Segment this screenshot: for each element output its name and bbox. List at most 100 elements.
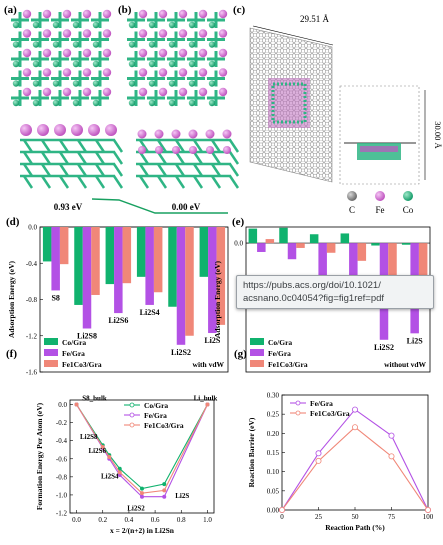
y-tick-label: -0.4 [26,260,38,268]
y-tick-label: -0.6 [56,455,68,463]
legend-label: Fe1Co3/Gra [310,409,350,418]
bar [122,227,132,284]
co-atom [12,99,20,107]
data-point [388,453,395,460]
category-label: Li2S4 [140,308,160,317]
data-point [162,494,167,499]
bar [349,243,358,280]
x-tick-label: 25 [315,513,323,521]
y-tick-label: -0.8 [56,473,68,481]
bar [401,243,411,245]
fe-atom [198,68,208,77]
legend-marker [129,412,135,418]
fe-atom [223,146,231,154]
structure-a-side-view [20,124,124,189]
width-arrow [252,25,334,46]
bar [208,227,217,334]
legend-label: Fe/Gra [310,399,333,408]
x-tick-label: 1.0 [203,516,212,524]
y-tick-label: 0.15 [267,449,280,457]
fe-atom [188,129,198,139]
co-bond [22,151,34,165]
y-axis-label: Reaction Barrier (eV) [247,417,256,487]
fe-atom-legend [375,191,385,201]
data-point [205,402,210,407]
y-tick-label: -0.2 [56,419,68,427]
fe-atom [138,68,148,77]
y-tick-label: -0.4 [56,437,68,445]
co-bond [58,151,70,165]
fe-atom [218,9,228,19]
fe-atom [54,124,66,136]
fe-atom [158,87,168,97]
fe-atom [205,129,215,139]
fe-atom [82,48,92,58]
fe-atom [62,87,72,97]
co-bond [76,175,88,189]
legend-label: Fe1Co3/Gra [62,360,102,369]
co-bond [174,151,186,165]
bar [257,243,266,252]
panel-label: (g) [234,348,247,360]
y-tick-label: -0.8 [26,296,38,304]
co-atom [188,21,196,29]
co-atom [168,21,176,29]
fe-atom [22,29,32,38]
co-atom [168,99,176,107]
fe-atom [71,124,83,136]
fe-atom [206,146,214,154]
co-atom [92,41,100,48]
fe-atom [42,87,52,97]
category-label: Li2S2 [171,348,191,357]
co-atom [72,21,80,29]
point-label: Li2S8 [80,433,98,441]
co-atom [32,80,40,87]
y-tick-label: 0.10 [267,468,280,476]
y-axis-label: Adsorption Energy (eV) [213,260,222,338]
data-point [139,491,144,496]
co-atom [188,80,196,87]
fe-atom [218,87,228,97]
co-bond [192,175,204,189]
co-bond [40,151,52,165]
fe-atom [138,87,148,97]
legend-swatch [44,349,58,356]
category-label: Li2S8 [77,332,97,341]
fe-atom [82,87,92,97]
legend-swatch [250,360,264,367]
point-label: S8_bulk [82,395,107,403]
co-atom [32,99,40,107]
co-bond [138,139,150,153]
co-bond [58,163,70,177]
co-atom [72,60,80,68]
co-atom [128,80,136,87]
co-atom [128,41,136,48]
legend-label: Fe/Gra [144,411,167,420]
legend-swatch [250,349,264,356]
energy-connector-line [91,198,228,214]
fe-atom [198,29,208,38]
bar [296,243,305,248]
bar [326,243,336,253]
y-tick-label: 0.20 [267,430,280,438]
fe-atom [42,29,52,38]
y-tick-label: 0.0 [234,240,243,248]
chart-f: 0.0 -0.2 -0.4 -0.6 -0.8 -1.0 -1.2 0.0 0.2 0.4 0.6 0… [6,348,217,535]
co-atom [128,21,136,29]
co-bond [22,139,34,153]
co-bond [76,163,88,177]
fe-atom [22,9,32,19]
structure-a-top-view [11,9,112,107]
co-bond [112,163,124,177]
fe-atom [178,9,188,19]
bar [185,227,194,336]
fe-atom [42,68,52,77]
co-bond [94,175,106,189]
fe-atom [178,29,188,38]
url-tooltip[interactable]: https://pubs.acs.org/doi/10.1021/ acsnan… [236,275,434,309]
legend-swatch [250,338,264,345]
co-bond [138,151,150,165]
x-tick-label: 0.0 [72,516,81,524]
y-axis-label: Adsorption Energy (eV) [7,260,16,338]
annotation: with vdW [193,360,225,369]
